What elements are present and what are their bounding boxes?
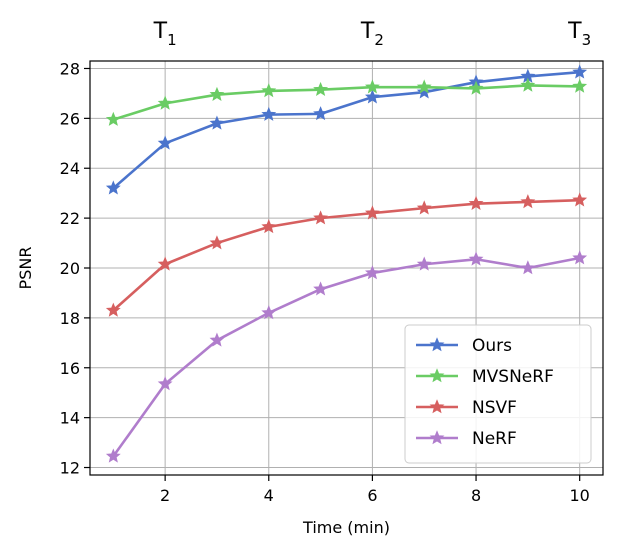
data-point [157, 376, 173, 391]
data-point [416, 256, 432, 271]
x-tick-label: 8 [471, 486, 481, 505]
data-point [313, 210, 329, 225]
data-point [209, 332, 225, 347]
data-point [157, 95, 173, 110]
y-tick-label: 18 [60, 309, 80, 328]
series-line [112, 198, 580, 312]
data-point [105, 302, 121, 317]
data-point [157, 135, 173, 150]
legend-marker [429, 430, 445, 445]
data-point [313, 81, 329, 96]
data-point [416, 200, 432, 215]
x-tick-label: 4 [264, 486, 274, 505]
y-tick-label: 22 [60, 209, 80, 228]
legend-label: MVSNeRF [472, 367, 554, 387]
series-line [112, 84, 580, 121]
x-tick-label: 6 [367, 486, 377, 505]
data-point [261, 219, 277, 234]
time-marker-label: T1 [153, 19, 177, 49]
legend-marker [429, 337, 445, 352]
x-axis-label: Time (min) [302, 518, 390, 537]
data-point [157, 256, 173, 271]
data-point [313, 106, 329, 121]
legend-label: NeRF [472, 429, 517, 449]
data-point [209, 86, 225, 101]
legend-item: MVSNeRF [416, 367, 554, 387]
data-point [572, 250, 588, 265]
y-axis-label: PSNR [16, 247, 35, 290]
series-ours [105, 64, 588, 195]
series-nerf [105, 250, 588, 463]
data-point [520, 77, 536, 92]
legend-box [404, 324, 592, 464]
legend-label: NSVF [472, 398, 517, 418]
data-point [105, 180, 121, 195]
data-point [520, 260, 536, 275]
data-point [572, 78, 588, 93]
data-point [468, 195, 484, 210]
y-tick-label: 14 [60, 409, 80, 428]
legend: Ours MVSNeRF NSVF NeRF [404, 324, 592, 464]
y-tick-label: 16 [60, 359, 80, 378]
series-line [112, 70, 580, 190]
x-tick-label: 10 [570, 486, 590, 505]
legend-item: NSVF [416, 398, 517, 418]
grid [90, 61, 603, 475]
y-tick-label: 24 [60, 159, 80, 178]
data-point [364, 265, 380, 280]
y-tick-label: 28 [60, 59, 80, 78]
data-point [261, 106, 277, 121]
data-point [261, 305, 277, 320]
time-marker-label: T3 [567, 19, 591, 49]
data-point [364, 89, 380, 104]
data-point [520, 194, 536, 209]
y-tick-label: 20 [60, 259, 80, 278]
y-tick-label: 12 [60, 459, 80, 478]
data-point [364, 205, 380, 220]
x-tick-label: 2 [160, 486, 170, 505]
legend-item: Ours [416, 336, 512, 356]
data-point [209, 235, 225, 250]
data-point [416, 79, 432, 94]
data-point [572, 192, 588, 207]
data-point [105, 111, 121, 126]
data-point [209, 115, 225, 130]
legend-marker [429, 399, 445, 414]
series-mvsnerf [105, 77, 588, 126]
legend-marker [429, 368, 445, 383]
data-point [364, 79, 380, 94]
series-nsvf [105, 192, 588, 317]
data-point [572, 64, 588, 79]
series-lines [105, 64, 588, 463]
data-point [416, 84, 432, 99]
data-point [105, 448, 121, 463]
time-marker-label: T2 [360, 19, 384, 49]
data-point [261, 83, 277, 98]
data-point [468, 80, 484, 95]
data-point [313, 281, 329, 296]
legend-label: Ours [472, 336, 512, 356]
data-point [468, 251, 484, 266]
series-line [112, 256, 580, 458]
y-tick-label: 26 [60, 109, 80, 128]
legend-item: NeRF [416, 429, 517, 449]
time-markers: T1 T2 T3 [153, 19, 592, 49]
